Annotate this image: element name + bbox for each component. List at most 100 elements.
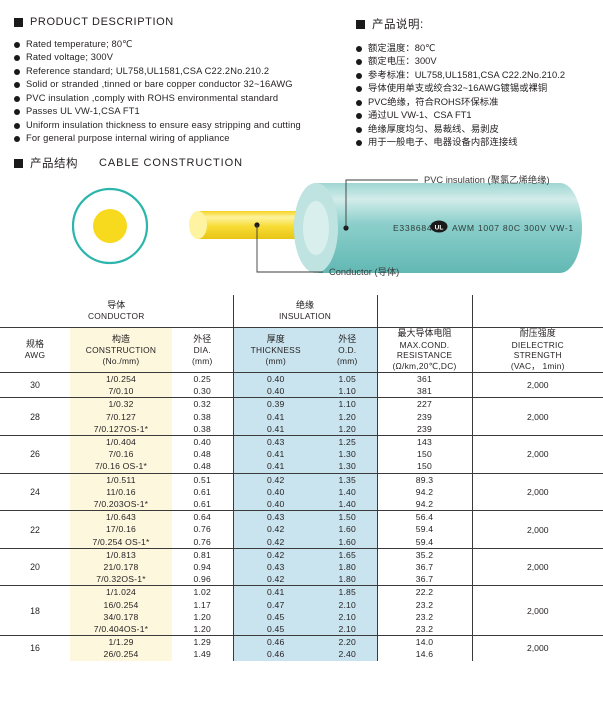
cell-insulation-od: 1.10 1.20 1.20 (318, 397, 378, 436)
group-header-conductor: 导体 CONDUCTOR (0, 295, 233, 328)
cell-dielectric-strength: 2,000 (471, 435, 603, 474)
column-header-en: THICKNESS (250, 344, 301, 355)
description-item-text: Passes UL VW-1,CSA FT1 (26, 106, 140, 117)
cable-construction-heading: 产品结构 CABLE CONSTRUCTION (14, 155, 243, 171)
cell-insulation-thickness: 0.41 0.47 0.45 0.45 (232, 585, 318, 636)
cell-awg: 22 (30, 524, 40, 535)
list-item: 通过UL VW-1、CSA FT1 (356, 110, 601, 121)
column-header-cn: 外径 (193, 333, 212, 344)
cable-specification-table: 导体 CONDUCTOR 绝缘 INSULATION 规格 AWG 构造 CON… (0, 295, 603, 661)
column-header-cn: 规格 (25, 339, 44, 349)
cell-conductor-dia: 0.51 0.61 0.61 (193, 474, 212, 510)
cell-construction: 1/0.254 7/0.10 (70, 372, 172, 398)
cell-dielectric-strength: 2,000 (471, 473, 603, 511)
cell-conductor-dia: 0.81 0.94 0.96 (193, 549, 212, 585)
table-row: 16 1/1.29 26/0.254 1.29 1.49 0.46 0.46 2.20 2.40… (0, 635, 603, 661)
cell-dielectric-strength: 2,000 (471, 510, 603, 549)
cell-insulation-od: 1.50 1.60 1.60 (318, 510, 378, 549)
group-header-cn: 绝缘 (296, 300, 315, 310)
list-item: 额定电压：300V (356, 56, 601, 67)
cell-resistance: 56.4 59.4 59.4 (376, 510, 473, 549)
cell-insulation-thickness: 0.43 0.41 0.41 (232, 435, 318, 474)
description-item-text: PVC insulation ,comply with ROHS environ… (26, 92, 279, 103)
cell-construction: 1/0.813 21/0.178 7/0.32OS-1* (70, 548, 172, 586)
cell-awg: 24 (30, 486, 40, 497)
cell-awg: 30 (30, 380, 40, 391)
product-description-heading-en: PRODUCT DESCRIPTION (14, 16, 314, 28)
group-header-spacer-dielectric (471, 295, 603, 328)
product-description-chinese: 产品说明: 额定温度：80℃ 额定电压：300V 参考标准：UL758,UL15… (356, 16, 601, 151)
product-description-english: PRODUCT DESCRIPTION Rated temperature; 8… (14, 16, 314, 147)
column-header-unit: (mm) (265, 355, 287, 366)
bullet-dot-icon (356, 86, 362, 93)
column-header-en-l2: STRENGTH (513, 350, 562, 361)
table-row: 30 1/0.254 7/0.10 0.25 0.30 0.40 0.40 1.05 1.10 3… (0, 372, 603, 398)
cell-dielectric-strength: 2,000 (471, 548, 603, 586)
list-item: Rated voltage; 300V (14, 52, 314, 63)
description-item-text: Solid or stranded ,tinned or bare copper… (26, 79, 293, 90)
description-item-text: 额定温度：80℃ (368, 43, 436, 53)
description-item-text: For general purpose internal wiring of a… (26, 133, 230, 144)
column-header-unit: (VAC， 1min) (510, 361, 565, 371)
table-row: 24 1/0.511 11/0.16 7/0.203OS-1* 0.51 0.61 0.61… (0, 473, 603, 511)
table-row: 18 1/1.024 16/0.254 34/0.178 7/0.404OS-1* 1.0… (0, 585, 603, 636)
list-item: 导体使用单支或绞合32~16AWG镀锡或裸铜 (356, 83, 601, 94)
description-item-text: Reference standard; UL758,UL1581,CSA C22… (26, 65, 270, 76)
list-item: Solid or stranded ,tinned or bare copper… (14, 79, 314, 90)
square-bullet-icon (356, 19, 365, 29)
bullet-dot-icon (14, 95, 20, 102)
cell-insulation-thickness: 0.42 0.43 0.42 (232, 548, 318, 586)
insulation-callout-label: PVC insulation (聚氯乙烯绝缘) (424, 174, 550, 185)
cell-dielectric-strength: 2,000 (471, 397, 603, 436)
group-header-en: CONDUCTOR (87, 311, 145, 322)
description-item-text: 额定电压：300V (368, 56, 437, 67)
column-header-dielectric: 耐压强度 DIELECTRIC STRENGTH (VAC， 1min) (471, 327, 603, 373)
column-header-en-l1: MAX.COND. (399, 339, 450, 350)
bullet-dot-icon (14, 68, 20, 75)
column-header-en: CONSTRUCTION (85, 344, 157, 355)
bullet-dot-icon (14, 42, 20, 48)
bullet-dot-icon (356, 126, 362, 133)
cell-awg: 16 (30, 643, 40, 654)
product-description-title-cn: 产品说明: (372, 19, 424, 31)
column-header-conductor-dia: 外径 DIA. (mm) (172, 328, 233, 373)
square-bullet-icon (14, 158, 23, 168)
description-item-text: 绝缘厚度均匀、易裁线、易剥皮 (368, 123, 499, 134)
cell-insulation-thickness: 0.42 0.40 0.40 (232, 473, 318, 511)
column-header-thickness: 厚度 THICKNESS (mm) (232, 327, 318, 373)
bullet-dot-icon (14, 122, 20, 129)
cell-conductor-dia: 0.40 0.48 0.48 (193, 437, 212, 472)
cell-awg: 26 (30, 449, 40, 460)
description-item-text: 通过UL VW-1、CSA FT1 (368, 110, 472, 121)
conductor-callout-label: Conductor (导体) (329, 266, 399, 277)
cell-construction: 1/0.643 17/0.16 7/0.254 OS-1* (70, 510, 172, 549)
cell-conductor-dia: 0.64 0.76 0.76 (193, 512, 212, 547)
cell-dielectric-strength: 2,000 (471, 372, 603, 398)
list-item: Passes UL VW-1,CSA FT1 (14, 106, 314, 117)
description-item-text: 用于一般电子、电器设备内部连接线 (368, 137, 518, 148)
description-list-en: Rated temperature; 80℃ Rated voltage; 30… (14, 39, 314, 144)
list-item: PVC绝缘，符合ROHS环保标准 (356, 97, 601, 108)
column-header-cn: 耐压强度 (519, 328, 556, 339)
bullet-dot-icon (356, 59, 362, 66)
column-header-en-l1: DIELECTRIC (511, 339, 564, 350)
cell-resistance: 227 239 239 (376, 397, 473, 436)
cell-conductor-dia: 1.02 1.17 1.20 1.20 (193, 587, 212, 635)
column-header-unit: (mm) (191, 355, 213, 366)
bullet-dot-icon (356, 113, 362, 120)
cell-awg: 18 (30, 605, 40, 616)
bullet-dot-icon (356, 72, 362, 79)
group-header-en: INSULATION (278, 311, 332, 322)
table-row: 22 1/0.643 17/0.16 7/0.254 OS-1* 0.64 0.76 0.7… (0, 510, 603, 549)
description-item-text: Rated temperature; 80℃ (26, 39, 133, 49)
cell-insulation-od: 1.65 1.80 1.80 (318, 548, 378, 586)
cable-marking-prefix: E338684 (393, 223, 432, 233)
bullet-dot-icon (356, 46, 362, 52)
product-description-section: PRODUCT DESCRIPTION Rated temperature; 8… (0, 0, 603, 148)
table-row: 20 1/0.813 21/0.178 7/0.32OS-1* 0.81 0.94 0.96… (0, 548, 603, 586)
description-item-text: Uniform insulation thickness to ensure e… (26, 119, 301, 130)
cell-conductor-dia: 0.32 0.38 0.38 (193, 399, 212, 434)
bullet-dot-icon (14, 136, 20, 143)
column-header-construction: 构造 CONSTRUCTION (No./mm) (70, 327, 172, 373)
cable-construction-title-cn: 产品结构 (30, 158, 78, 170)
